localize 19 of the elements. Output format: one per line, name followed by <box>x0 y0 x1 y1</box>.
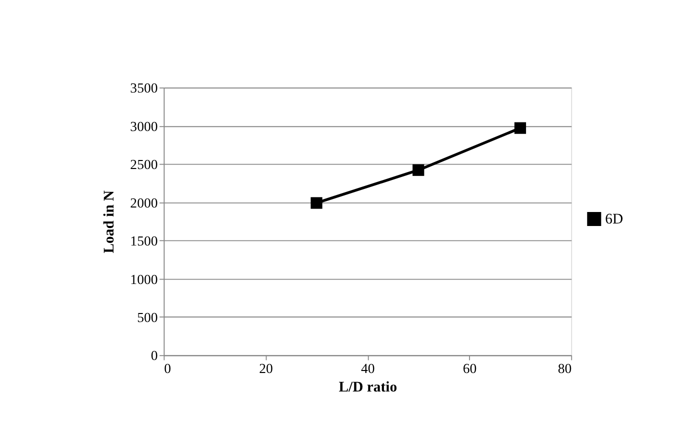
y-tick-label: 1000 <box>130 272 158 287</box>
x-tick-label: 40 <box>361 361 375 376</box>
point <box>310 197 322 209</box>
x-tick-label: 20 <box>259 361 274 376</box>
x-tick-label: 0 <box>164 361 172 376</box>
legend-label: 6D <box>605 212 624 228</box>
point <box>514 122 526 134</box>
y-tick-label: 500 <box>137 310 158 325</box>
y-tick-label: 3000 <box>130 118 158 134</box>
y-tick-label: 0 <box>150 348 158 364</box>
y-tick-label: 3500 <box>130 80 158 96</box>
x-tick-label: 60 <box>462 361 477 376</box>
point <box>412 164 424 176</box>
y-tick-label: 1500 <box>130 234 158 249</box>
x-tick-label: 80 <box>558 361 572 376</box>
x-axis-title: L/D ratio <box>338 379 398 396</box>
y-tick-label: 2500 <box>130 157 158 172</box>
y-axis-title: Load in N <box>102 190 118 254</box>
y-tick-label: 2000 <box>130 195 158 210</box>
